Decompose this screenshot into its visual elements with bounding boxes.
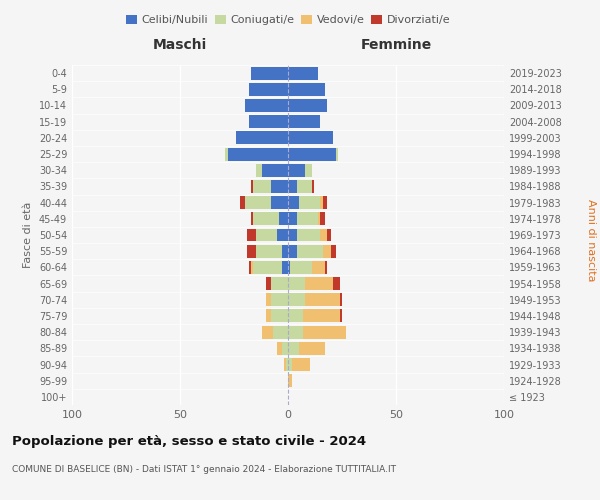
Bar <box>277 342 281 355</box>
Bar <box>288 326 303 338</box>
Bar <box>284 358 286 371</box>
Bar <box>288 294 305 306</box>
Bar <box>286 358 288 371</box>
Bar <box>305 164 312 176</box>
Bar <box>335 148 338 160</box>
Bar <box>288 277 305 290</box>
Bar <box>323 196 327 209</box>
Bar <box>251 212 253 226</box>
Bar <box>288 115 320 128</box>
Bar <box>273 326 288 338</box>
Bar <box>251 180 253 193</box>
Legend: Celibi/Nubili, Coniugati/e, Vedovi/e, Divorziati/e: Celibi/Nubili, Coniugati/e, Vedovi/e, Di… <box>121 10 455 30</box>
Bar <box>303 326 346 338</box>
Bar <box>288 244 296 258</box>
Bar <box>288 228 296 241</box>
Bar <box>262 164 288 176</box>
Bar <box>312 180 314 193</box>
Bar <box>327 228 331 241</box>
Bar <box>312 261 325 274</box>
Bar <box>227 148 288 160</box>
Bar <box>323 244 331 258</box>
Bar <box>288 148 335 160</box>
Bar <box>296 228 320 241</box>
Text: Anni di nascita: Anni di nascita <box>586 198 596 281</box>
Bar <box>271 196 288 209</box>
Bar <box>251 261 253 274</box>
Bar <box>253 261 281 274</box>
Bar <box>288 164 305 176</box>
Bar <box>249 83 288 96</box>
Bar <box>280 212 288 226</box>
Bar <box>256 228 277 241</box>
Bar <box>271 294 288 306</box>
Bar <box>320 196 323 209</box>
Bar <box>288 212 296 226</box>
Bar <box>299 342 325 355</box>
Bar <box>249 115 288 128</box>
Text: Popolazione per età, sesso e stato civile - 2024: Popolazione per età, sesso e stato civil… <box>12 435 366 448</box>
Bar <box>288 310 303 322</box>
Bar <box>245 196 271 209</box>
Bar <box>288 358 292 371</box>
Bar <box>281 261 288 274</box>
Bar <box>305 277 334 290</box>
Bar <box>334 277 340 290</box>
Bar <box>256 244 281 258</box>
Bar <box>288 83 325 96</box>
Bar <box>266 294 271 306</box>
Bar <box>288 374 292 387</box>
Bar <box>292 358 310 371</box>
Bar <box>303 310 340 322</box>
Bar <box>249 261 251 274</box>
Bar <box>296 180 312 193</box>
Bar <box>340 310 342 322</box>
Bar <box>288 132 334 144</box>
Bar <box>288 180 296 193</box>
Bar <box>253 180 271 193</box>
Bar <box>288 196 299 209</box>
Y-axis label: Fasce di età: Fasce di età <box>23 202 33 268</box>
Bar <box>288 342 299 355</box>
Bar <box>325 261 327 274</box>
Bar <box>247 228 256 241</box>
Bar <box>288 261 290 274</box>
Bar <box>288 66 318 80</box>
Bar <box>281 342 288 355</box>
Bar <box>296 212 318 226</box>
Text: Femmine: Femmine <box>361 38 431 52</box>
Text: COMUNE DI BASELICE (BN) - Dati ISTAT 1° gennaio 2024 - Elaborazione TUTTITALIA.I: COMUNE DI BASELICE (BN) - Dati ISTAT 1° … <box>12 465 396 474</box>
Bar <box>236 132 288 144</box>
Bar <box>281 244 288 258</box>
Bar <box>271 277 288 290</box>
Bar <box>251 66 288 80</box>
Bar <box>245 99 288 112</box>
Bar <box>247 244 256 258</box>
Bar <box>299 196 320 209</box>
Bar <box>320 212 325 226</box>
Bar <box>266 277 271 290</box>
Bar <box>241 196 245 209</box>
Bar <box>271 310 288 322</box>
Bar <box>271 180 288 193</box>
Bar <box>226 148 227 160</box>
Bar <box>318 212 320 226</box>
Bar <box>277 228 288 241</box>
Bar <box>320 228 327 241</box>
Bar <box>253 212 280 226</box>
Bar <box>290 261 312 274</box>
Bar <box>340 294 342 306</box>
Bar <box>296 244 323 258</box>
Bar <box>262 326 273 338</box>
Bar <box>266 310 271 322</box>
Text: Maschi: Maschi <box>153 38 207 52</box>
Bar <box>256 164 262 176</box>
Bar <box>305 294 340 306</box>
Bar <box>288 99 327 112</box>
Bar <box>331 244 335 258</box>
